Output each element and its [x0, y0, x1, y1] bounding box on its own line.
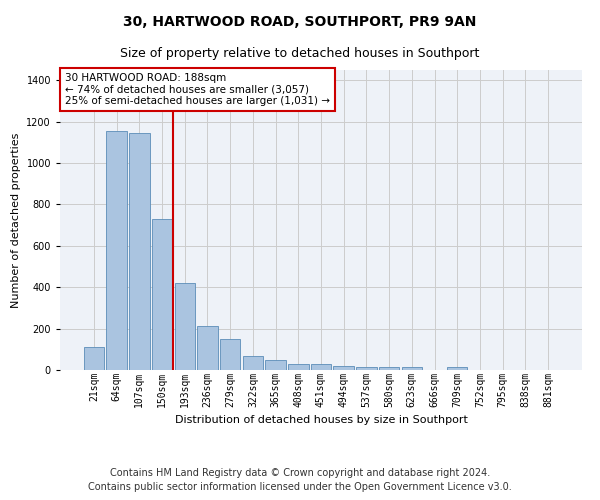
Text: 30, HARTWOOD ROAD, SOUTHPORT, PR9 9AN: 30, HARTWOOD ROAD, SOUTHPORT, PR9 9AN — [124, 15, 476, 29]
Bar — [152, 219, 172, 370]
Bar — [265, 360, 286, 370]
Y-axis label: Number of detached properties: Number of detached properties — [11, 132, 21, 308]
Bar — [106, 131, 127, 370]
Bar — [447, 367, 467, 370]
Bar — [242, 356, 263, 370]
Bar — [197, 326, 218, 370]
Text: 30 HARTWOOD ROAD: 188sqm
← 74% of detached houses are smaller (3,057)
25% of sem: 30 HARTWOOD ROAD: 188sqm ← 74% of detach… — [65, 73, 330, 106]
Bar — [220, 339, 241, 370]
Bar — [288, 364, 308, 370]
Bar — [129, 133, 149, 370]
Bar — [311, 364, 331, 370]
Bar — [401, 367, 422, 370]
Bar — [356, 367, 377, 370]
Bar — [379, 367, 400, 370]
Text: Contains HM Land Registry data © Crown copyright and database right 2024.: Contains HM Land Registry data © Crown c… — [110, 468, 490, 477]
Text: Contains public sector information licensed under the Open Government Licence v3: Contains public sector information licen… — [88, 482, 512, 492]
X-axis label: Distribution of detached houses by size in Southport: Distribution of detached houses by size … — [175, 415, 467, 425]
Text: Size of property relative to detached houses in Southport: Size of property relative to detached ho… — [121, 48, 479, 60]
Bar — [334, 366, 354, 370]
Bar — [175, 283, 195, 370]
Bar — [84, 347, 104, 370]
